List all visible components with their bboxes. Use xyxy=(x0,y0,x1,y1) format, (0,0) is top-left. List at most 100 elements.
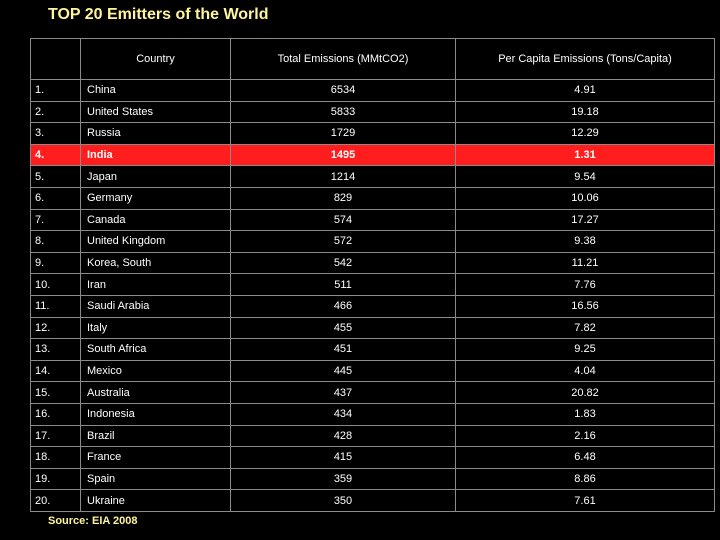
country-cell: Ukraine xyxy=(80,489,231,512)
country-cell: United Kingdom xyxy=(80,230,231,253)
emitters-table: Country Total Emissions (MMtCO2) Per Cap… xyxy=(30,38,715,512)
country-cell: United States xyxy=(80,100,231,124)
table-row: 12. Italy 455 7.82 xyxy=(30,316,715,340)
per-capita-cell: 1.31 xyxy=(455,143,715,167)
rank-cell: 1. xyxy=(30,79,81,102)
per-capita-cell: 1.83 xyxy=(455,402,715,426)
table-row: 17. Brazil 428 2.16 xyxy=(30,424,715,448)
country-cell: Canada xyxy=(80,208,231,232)
per-capita-column-header: Per Capita Emissions (Tons/Capita) xyxy=(455,38,715,80)
country-cell: Italy xyxy=(80,316,231,340)
rank-cell: 8. xyxy=(30,230,81,253)
country-column-header: Country xyxy=(80,38,231,80)
country-cell: India xyxy=(80,143,231,167)
table-row: 5. Japan 1214 9.54 xyxy=(30,165,715,188)
total-emissions-cell: 511 xyxy=(230,273,456,296)
per-capita-cell: 20.82 xyxy=(455,381,715,404)
rank-cell: 10. xyxy=(30,273,81,296)
total-emissions-cell: 428 xyxy=(230,424,456,448)
per-capita-cell: 7.76 xyxy=(455,273,715,296)
per-capita-cell: 4.04 xyxy=(455,359,715,383)
table-row: 13. South Africa 451 9.25 xyxy=(30,338,715,361)
table-row: 9. Korea, South 542 11.21 xyxy=(30,251,715,275)
total-emissions-cell: 829 xyxy=(230,186,456,210)
per-capita-cell: 19.18 xyxy=(455,100,715,124)
total-emissions-cell: 6534 xyxy=(230,79,456,102)
table-row: 7. Canada 574 17.27 xyxy=(30,208,715,232)
per-capita-cell: 4.91 xyxy=(455,79,715,102)
table-row: 1. China 6534 4.91 xyxy=(30,79,715,102)
country-cell: Japan xyxy=(80,165,231,188)
total-emissions-cell: 542 xyxy=(230,251,456,275)
table-row: 15. Australia 437 20.82 xyxy=(30,381,715,404)
rank-cell: 12. xyxy=(30,316,81,340)
rank-cell: 9. xyxy=(30,251,81,275)
country-cell: Saudi Arabia xyxy=(80,294,231,318)
table-row: 19. Spain 359 8.86 xyxy=(30,467,715,491)
rank-cell: 3. xyxy=(30,122,81,145)
total-emissions-cell: 451 xyxy=(230,338,456,361)
total-emissions-cell: 359 xyxy=(230,467,456,491)
per-capita-cell: 7.61 xyxy=(455,489,715,512)
table-row: 14. Mexico 445 4.04 xyxy=(30,359,715,383)
country-cell: Russia xyxy=(80,122,231,145)
total-emissions-cell: 572 xyxy=(230,230,456,253)
source-note: Source: EIA 2008 xyxy=(48,515,138,527)
total-emissions-cell: 437 xyxy=(230,381,456,404)
table-row-highlighted: 4. India 1495 1.31 xyxy=(30,143,715,167)
rank-cell: 18. xyxy=(30,446,81,469)
country-cell: Spain xyxy=(80,467,231,491)
total-emissions-cell: 415 xyxy=(230,446,456,469)
country-cell: France xyxy=(80,446,231,469)
country-cell: Iran xyxy=(80,273,231,296)
per-capita-cell: 9.25 xyxy=(455,338,715,361)
table-row: 6. Germany 829 10.06 xyxy=(30,186,715,210)
total-emissions-cell: 574 xyxy=(230,208,456,232)
country-cell: South Africa xyxy=(80,338,231,361)
total-emissions-cell: 1214 xyxy=(230,165,456,188)
total-emissions-cell: 1495 xyxy=(230,143,456,167)
per-capita-cell: 9.54 xyxy=(455,165,715,188)
total-emissions-cell: 350 xyxy=(230,489,456,512)
table-body: 1. China 6534 4.91 2. United States 5833 19.18 3… xyxy=(30,79,715,512)
country-cell: Indonesia xyxy=(80,402,231,426)
total-emissions-cell: 5833 xyxy=(230,100,456,124)
per-capita-cell: 12.29 xyxy=(455,122,715,145)
table-row: 3. Russia 1729 12.29 xyxy=(30,122,715,145)
table-row: 18. France 415 6.48 xyxy=(30,446,715,469)
total-emissions-cell: 466 xyxy=(230,294,456,318)
total-emissions-cell: 455 xyxy=(230,316,456,340)
per-capita-cell: 16.56 xyxy=(455,294,715,318)
per-capita-cell: 2.16 xyxy=(455,424,715,448)
per-capita-cell: 7.82 xyxy=(455,316,715,340)
per-capita-cell: 10.06 xyxy=(455,186,715,210)
rank-cell: 20. xyxy=(30,489,81,512)
country-cell: Mexico xyxy=(80,359,231,383)
country-cell: China xyxy=(80,79,231,102)
table-row: 8. United Kingdom 572 9.38 xyxy=(30,230,715,253)
table-row: 10. Iran 511 7.76 xyxy=(30,273,715,296)
rank-cell: 16. xyxy=(30,402,81,426)
per-capita-cell: 6.48 xyxy=(455,446,715,469)
rank-cell: 5. xyxy=(30,165,81,188)
per-capita-cell: 8.86 xyxy=(455,467,715,491)
rank-cell: 11. xyxy=(30,294,81,318)
table-row: 11. Saudi Arabia 466 16.56 xyxy=(30,294,715,318)
rank-cell: 4. xyxy=(30,143,81,167)
page-title: TOP 20 Emitters of the World xyxy=(48,6,269,23)
rank-cell: 14. xyxy=(30,359,81,383)
table-row: 16. Indonesia 434 1.83 xyxy=(30,402,715,426)
rank-cell: 6. xyxy=(30,186,81,210)
rank-column-header xyxy=(30,38,81,80)
rank-cell: 19. xyxy=(30,467,81,491)
per-capita-cell: 11.21 xyxy=(455,251,715,275)
country-cell: Australia xyxy=(80,381,231,404)
total-emissions-cell: 434 xyxy=(230,402,456,426)
per-capita-cell: 9.38 xyxy=(455,230,715,253)
total-emissions-cell: 445 xyxy=(230,359,456,383)
country-cell: Korea, South xyxy=(80,251,231,275)
rank-cell: 13. xyxy=(30,338,81,361)
per-capita-cell: 17.27 xyxy=(455,208,715,232)
total-emissions-column-header: Total Emissions (MMtCO2) xyxy=(230,38,456,80)
table-row: 20. Ukraine 350 7.61 xyxy=(30,489,715,512)
